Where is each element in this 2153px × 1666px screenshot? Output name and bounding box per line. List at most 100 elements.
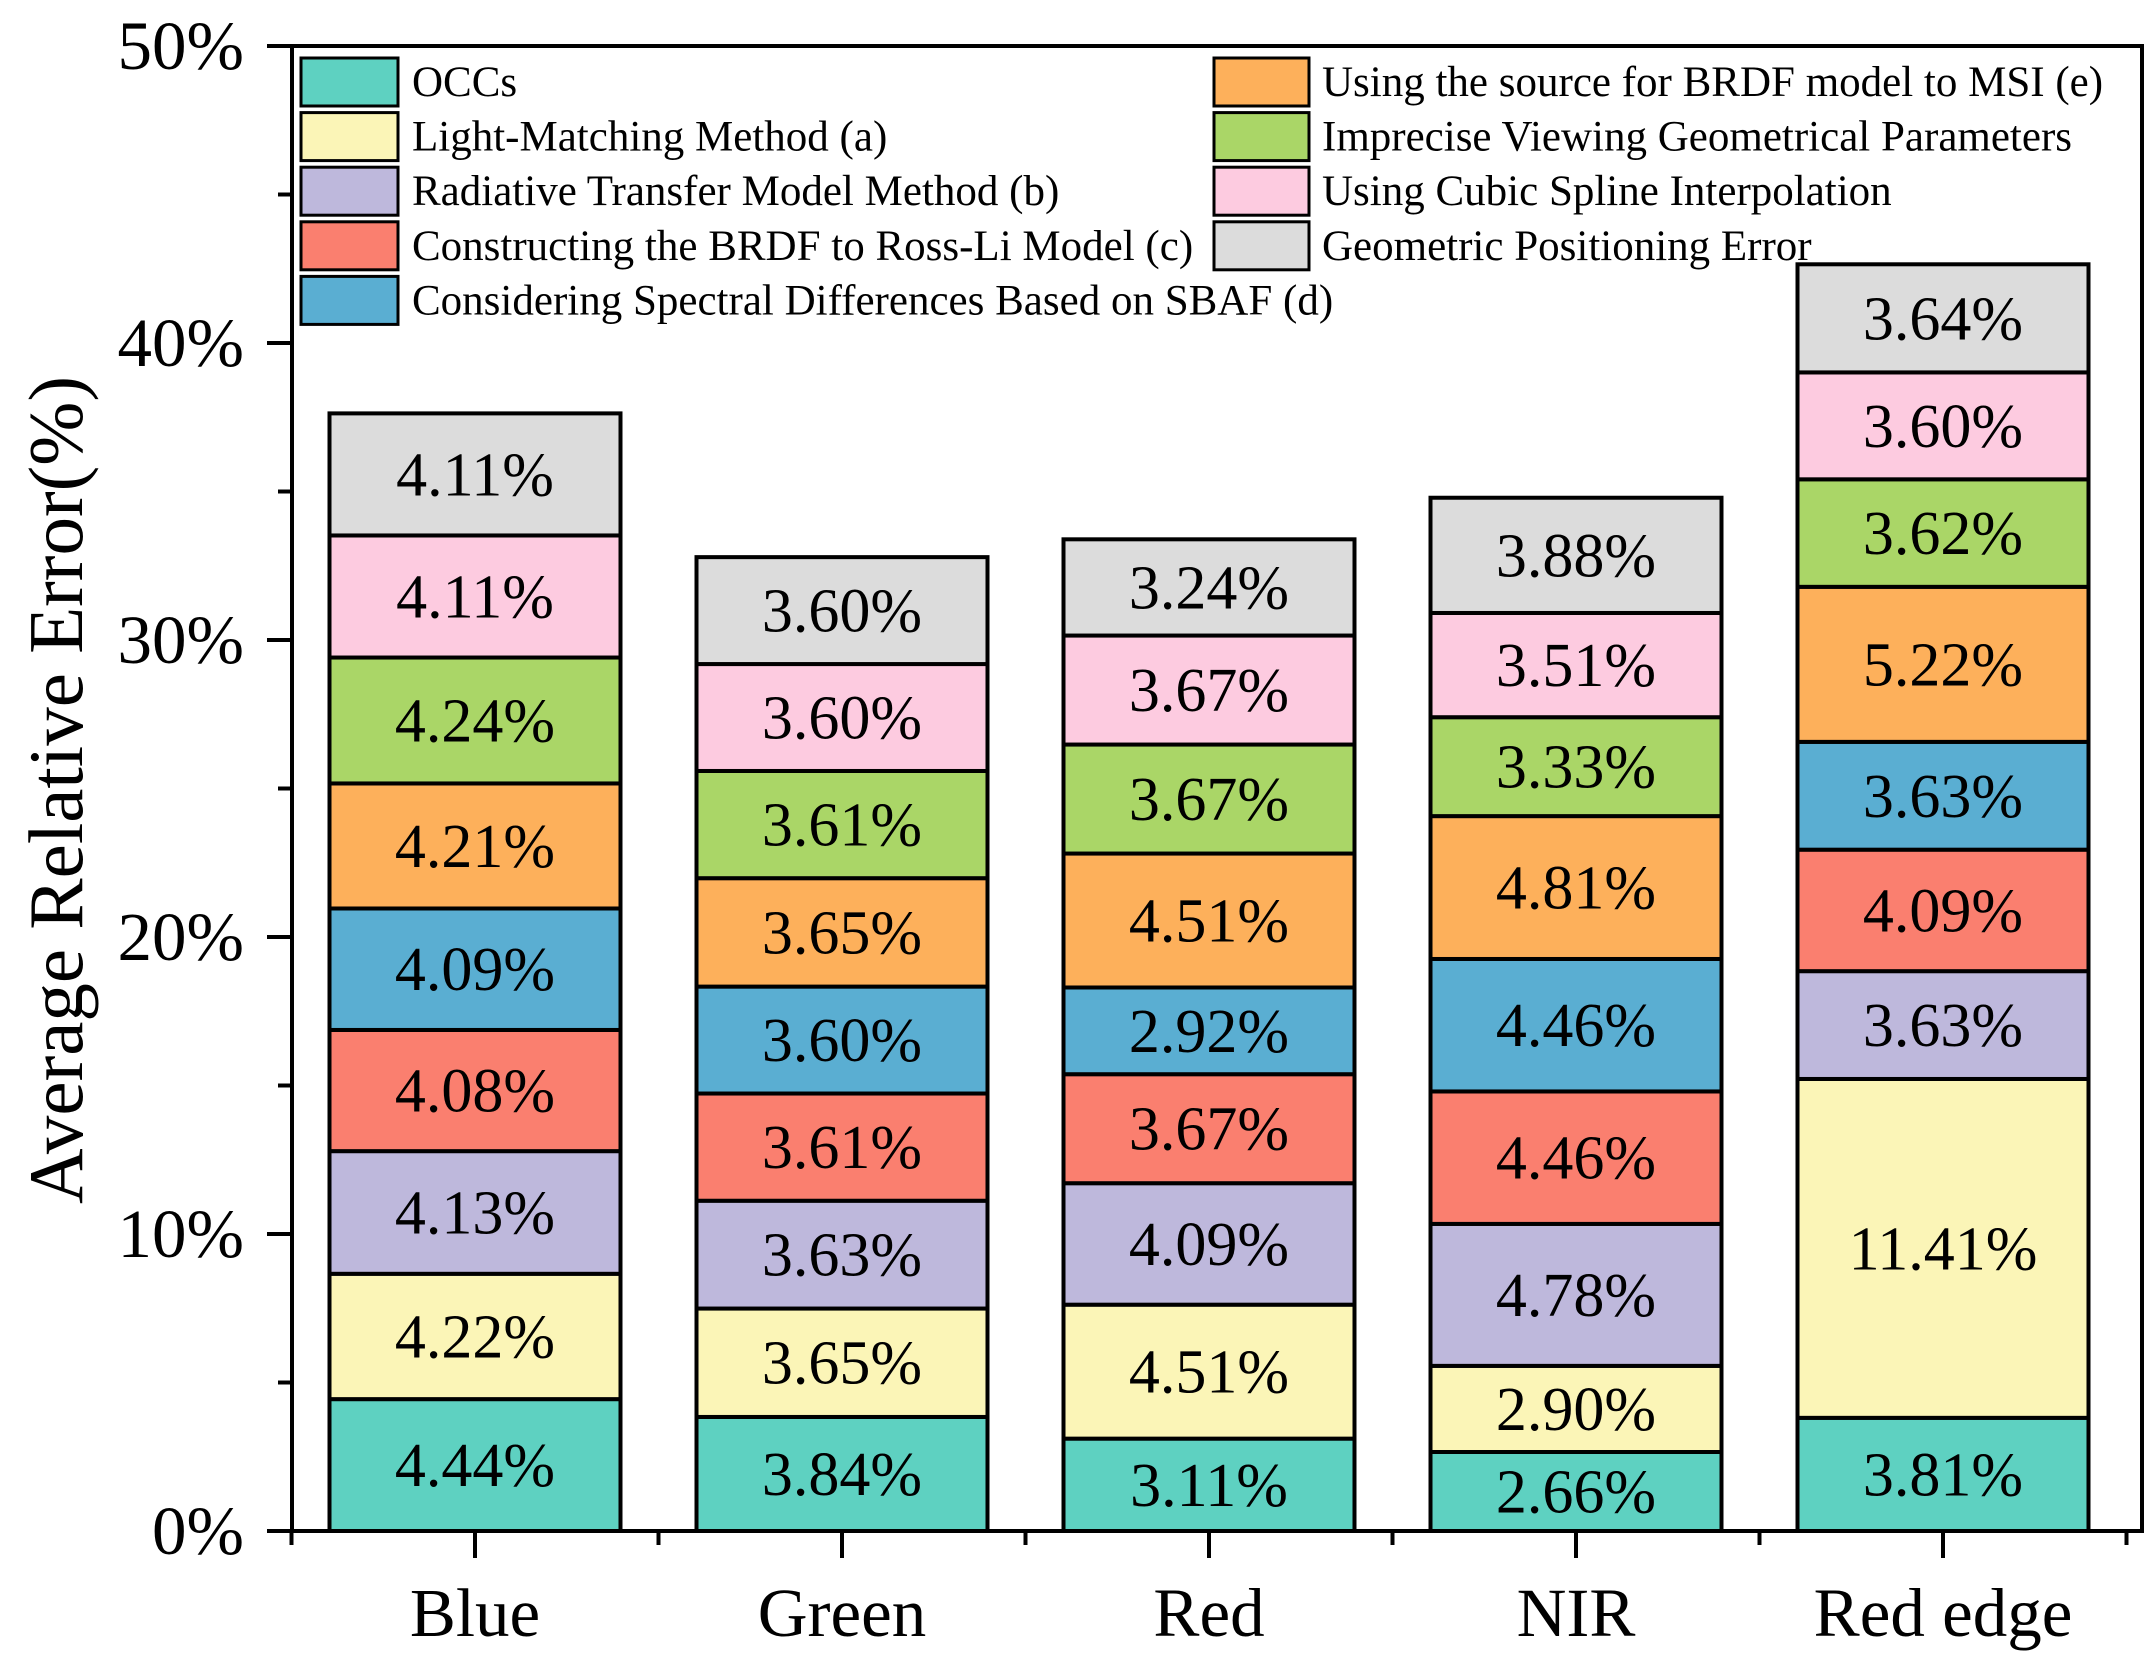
bar-segment-red-edge-geometric-positioning-error xyxy=(1795,262,2091,375)
bar-segment-blue-considering-spectral-differences-based-on-sbaf-d xyxy=(327,906,623,1032)
x-tick-label-blue: Blue xyxy=(410,1575,540,1651)
legend-swatch-considering-spectral-differences-based-on-sbaf-d xyxy=(299,274,400,326)
bar-segment-green-light-matching-method-a xyxy=(694,1306,990,1419)
legend-label-using-the-source-for-brdf-model-to-msi-e: Using the source for BRDF model to MSI (… xyxy=(1322,59,2103,106)
data-label-blue-using-cubic-spline-interpolation: 4.11% xyxy=(396,563,554,631)
legend-label-imprecise-viewing-geometrical-parameters: Imprecise Viewing Geometrical Parameters xyxy=(1322,114,2072,161)
bar-segment-nir-light-matching-method-a xyxy=(1428,1363,1724,1454)
bar-segment-red-edge-light-matching-method-a xyxy=(1795,1076,2091,1420)
data-label-nir-light-matching-method-a: 2.90% xyxy=(1496,1376,1656,1444)
legend-swatch-radiative-transfer-model-method-b xyxy=(299,165,400,217)
data-label-nir-radiative-transfer-model-method-b: 4.78% xyxy=(1496,1262,1656,1330)
legend-swatch-geometric-positioning-error xyxy=(1212,220,1311,272)
legend-item-geometric-positioning-error: Geometric Positioning Error xyxy=(1212,220,1812,272)
bar-segment-green-using-the-source-for-brdf-model-to-msi-e xyxy=(694,876,990,989)
legend-item-using-cubic-spline-interpolation: Using Cubic Spline Interpolation xyxy=(1212,165,1892,217)
data-label-nir-geometric-positioning-error: 3.88% xyxy=(1496,522,1656,590)
y-tick-label: 30% xyxy=(118,602,244,678)
y-tick-label: 0% xyxy=(152,1493,244,1569)
legend-swatch-constructing-the-brdf-to-ross-li-model-c xyxy=(299,220,400,272)
bar-stack-blue xyxy=(327,411,623,1533)
data-label-red-considering-spectral-differences-based-on-sbaf-d: 2.92% xyxy=(1129,998,1289,1066)
data-label-red-radiative-transfer-model-method-b: 4.09% xyxy=(1129,1211,1289,1279)
bar-segment-green-using-cubic-spline-interpolation xyxy=(694,662,990,773)
bar-segment-nir-radiative-transfer-model-method-b xyxy=(1428,1221,1724,1368)
x-tick-label-red-edge: Red edge xyxy=(1814,1575,2073,1651)
data-label-nir-considering-spectral-differences-based-on-sbaf-d: 4.46% xyxy=(1496,992,1656,1060)
data-label-nir-using-cubic-spline-interpolation: 3.51% xyxy=(1496,632,1656,700)
data-label-red-edge-occs: 3.81% xyxy=(1863,1441,2023,1509)
legend-item-considering-spectral-differences-based-on-sbaf-d: Considering Spectral Differences Based o… xyxy=(299,274,1333,326)
bar-segment-blue-using-cubic-spline-interpolation xyxy=(327,533,623,660)
bar-segment-nir-considering-spectral-differences-based-on-sbaf-d xyxy=(1428,956,1724,1094)
data-label-nir-using-the-source-for-brdf-model-to-msi-e: 4.81% xyxy=(1496,855,1656,923)
legend-swatch-imprecise-viewing-geometrical-parameters xyxy=(1212,111,1311,163)
data-labels: 4.44% 4.22% 4.13% 4.08% 4.09% 4.21% 4.24% 4.11%… xyxy=(395,285,2038,1526)
bar-segment-red-considering-spectral-differences-based-on-sbaf-d xyxy=(1061,985,1357,1077)
bar-stack-red xyxy=(1061,537,1357,1534)
bar-segment-red-light-matching-method-a xyxy=(1061,1302,1357,1441)
bar-segment-red-edge-using-the-source-for-brdf-model-to-msi-e xyxy=(1795,584,2091,744)
legend-label-radiative-transfer-model-method-b: Radiative Transfer Model Method (b) xyxy=(412,168,1059,215)
bar-segment-nir-imprecise-viewing-geometrical-parameters xyxy=(1428,715,1724,819)
bar-segment-red-imprecise-viewing-geometrical-parameters xyxy=(1061,742,1357,856)
data-label-nir-occs: 2.66% xyxy=(1496,1458,1656,1526)
data-label-red-edge-using-the-source-for-brdf-model-to-msi-e: 5.22% xyxy=(1863,631,2023,699)
legend-swatch-using-the-source-for-brdf-model-to-msi-e xyxy=(1212,56,1311,108)
y-tick-label: 10% xyxy=(118,1196,244,1272)
data-label-red-imprecise-viewing-geometrical-parameters: 3.67% xyxy=(1129,766,1289,834)
legend-label-considering-spectral-differences-based-on-sbaf-d: Considering Spectral Differences Based o… xyxy=(412,277,1333,324)
data-label-green-using-the-source-for-brdf-model-to-msi-e: 3.65% xyxy=(762,899,922,967)
legend-label-occs: OCCs xyxy=(412,59,517,106)
bar-segment-blue-constructing-the-brdf-to-ross-li-model-c xyxy=(327,1027,623,1154)
bar-stack-green xyxy=(694,555,990,1534)
data-label-red-light-matching-method-a: 4.51% xyxy=(1129,1339,1289,1407)
legend-swatch-occs xyxy=(299,56,400,108)
data-label-blue-geometric-positioning-error: 4.11% xyxy=(396,441,554,509)
bar-segment-blue-imprecise-viewing-geometrical-parameters xyxy=(327,655,623,786)
bar-segment-nir-geometric-positioning-error xyxy=(1428,495,1724,615)
bar-stack-red-edge xyxy=(1795,262,2091,1534)
data-label-green-using-cubic-spline-interpolation: 3.60% xyxy=(762,685,922,753)
legend-item-constructing-the-brdf-to-ross-li-model-c: Constructing the BRDF to Ross-Li Model (… xyxy=(299,220,1193,272)
data-label-blue-imprecise-viewing-geometrical-parameters: 4.24% xyxy=(395,687,555,755)
data-label-blue-light-matching-method-a: 4.22% xyxy=(395,1303,555,1371)
bar-segment-nir-using-cubic-spline-interpolation xyxy=(1428,610,1724,720)
legend-item-occs: OCCs xyxy=(299,56,517,108)
bar-segment-red-using-the-source-for-brdf-model-to-msi-e xyxy=(1061,851,1357,990)
bar-segment-red-edge-considering-spectral-differences-based-on-sbaf-d xyxy=(1795,739,2091,852)
data-label-green-occs: 3.84% xyxy=(762,1441,922,1509)
legend: OCCs Light-Matching Method (a) Radiative T… xyxy=(299,56,2103,326)
legend-label-constructing-the-brdf-to-ross-li-model-c: Constructing the BRDF to Ross-Li Model (… xyxy=(412,223,1193,270)
bar-segment-green-occs xyxy=(694,1414,990,1534)
x-tick-label-green: Green xyxy=(758,1575,927,1651)
legend-swatch-using-cubic-spline-interpolation xyxy=(1212,165,1311,217)
data-label-green-light-matching-method-a: 3.65% xyxy=(762,1330,922,1398)
legend-item-light-matching-method-a: Light-Matching Method (a) xyxy=(299,111,887,163)
data-label-red-edge-imprecise-viewing-geometrical-parameters: 3.62% xyxy=(1863,500,2023,568)
bar-segment-green-imprecise-viewing-geometrical-parameters xyxy=(694,768,990,881)
data-label-red-edge-constructing-the-brdf-to-ross-li-model-c: 4.09% xyxy=(1863,877,2023,945)
data-label-red-using-cubic-spline-interpolation: 3.67% xyxy=(1129,657,1289,725)
x-tick-label-nir: NIR xyxy=(1517,1575,1636,1651)
data-label-blue-occs: 4.44% xyxy=(395,1432,555,1500)
data-label-green-imprecise-viewing-geometrical-parameters: 3.61% xyxy=(762,792,922,860)
y-tick-label: 20% xyxy=(118,899,244,975)
legend-swatch-light-matching-method-a xyxy=(299,111,400,163)
bar-stack-nir xyxy=(1428,495,1724,1534)
bar-segment-blue-using-the-source-for-brdf-model-to-msi-e xyxy=(327,781,623,911)
bar-segment-red-geometric-positioning-error xyxy=(1061,537,1357,638)
bar-segment-green-geometric-positioning-error xyxy=(694,555,990,667)
legend-item-imprecise-viewing-geometrical-parameters: Imprecise Viewing Geometrical Parameters xyxy=(1212,111,2072,163)
data-label-red-edge-using-cubic-spline-interpolation: 3.60% xyxy=(1863,393,2023,461)
data-label-nir-imprecise-viewing-geometrical-parameters: 3.33% xyxy=(1496,734,1656,802)
data-label-red-using-the-source-for-brdf-model-to-msi-e: 4.51% xyxy=(1129,888,1289,956)
data-label-blue-radiative-transfer-model-method-b: 4.13% xyxy=(395,1179,555,1247)
data-label-red-edge-considering-spectral-differences-based-on-sbaf-d: 3.63% xyxy=(1863,763,2023,831)
legend-label-light-matching-method-a: Light-Matching Method (a) xyxy=(412,114,887,161)
bar-segment-red-radiative-transfer-model-method-b xyxy=(1061,1181,1357,1307)
bar-segment-green-radiative-transfer-model-method-b xyxy=(694,1198,990,1311)
data-label-red-geometric-positioning-error: 3.24% xyxy=(1129,554,1289,622)
